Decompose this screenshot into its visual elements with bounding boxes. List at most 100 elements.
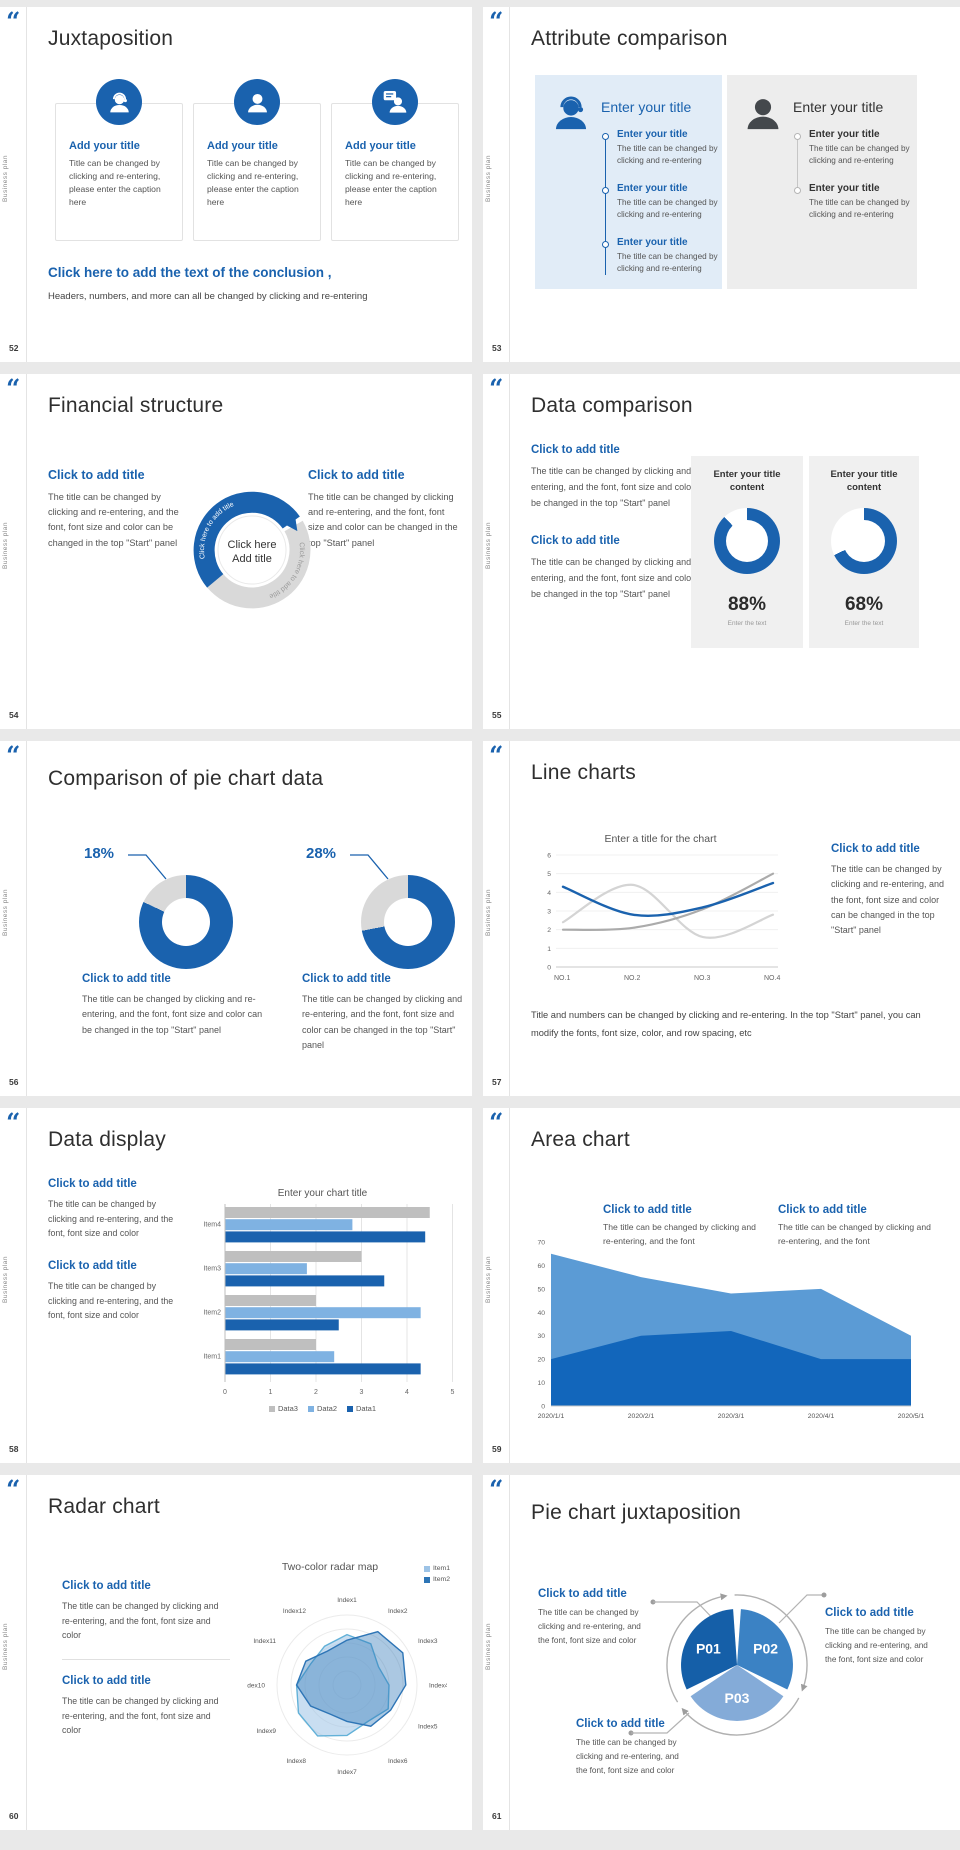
timeline-item: Enter your title The title can be change… xyxy=(809,129,911,168)
page-title: Data comparison xyxy=(531,394,693,417)
page-title: Attribute comparison xyxy=(531,27,728,50)
svg-text:2020/1/1: 2020/1/1 xyxy=(538,1413,565,1420)
quote-icon: “ xyxy=(6,741,21,770)
timeline-bullet xyxy=(794,187,801,194)
svg-text:4: 4 xyxy=(405,1389,409,1396)
text-section: Click to add title The title can be chan… xyxy=(48,1260,186,1323)
slide-56-thumbnail[interactable]: “ Business plan Comparison of pie chart … xyxy=(0,741,472,1096)
svg-text:NO.2: NO.2 xyxy=(624,975,640,982)
stat-card: Enter your title content 68% Enter the t… xyxy=(809,456,919,648)
slide-60-thumbnail[interactable]: “ Business plan Radar chart Click to add… xyxy=(0,1475,472,1830)
item-title: Enter your title xyxy=(617,183,688,194)
slide-61-thumbnail[interactable]: “ Business plan Pie chart juxtaposition … xyxy=(483,1475,960,1830)
bar-chart-title: Enter your chart title xyxy=(277,1188,368,1199)
conclusion-title: Click here to add the text of the conclu… xyxy=(48,265,332,280)
svg-text:50: 50 xyxy=(537,1286,545,1293)
slide-53-thumbnail[interactable]: “ Business plan Attribute comparison Ent… xyxy=(483,7,960,362)
line-chart-title: Enter a title for the chart xyxy=(604,833,717,845)
section-body: The title can be changed by clicking and… xyxy=(48,1281,174,1320)
svg-text:Item2: Item2 xyxy=(203,1310,221,1317)
slide-number: 56 xyxy=(9,1077,19,1087)
svg-text:6: 6 xyxy=(547,853,551,860)
callout: Click to add title The title can be chan… xyxy=(576,1718,688,1778)
section-body: The title can be changed by clicking and… xyxy=(62,1601,219,1640)
section-heading: Click to add title xyxy=(302,973,391,985)
section-body: The title can be changed by clicking and… xyxy=(778,1222,931,1246)
slide-58-thumbnail[interactable]: “ Business plan Data display Click to ad… xyxy=(0,1108,472,1463)
timeline-bullet xyxy=(602,133,609,140)
divider xyxy=(509,1475,510,1830)
svg-text:1: 1 xyxy=(547,946,551,953)
slide-number: 52 xyxy=(9,343,19,353)
svg-text:Item1: Item1 xyxy=(203,1354,221,1361)
slide-number: 60 xyxy=(9,1811,19,1821)
section-heading: Click to add title xyxy=(603,1204,692,1216)
slide-52-thumbnail[interactable]: “ Business plan Juxtaposition Add your t… xyxy=(0,7,472,362)
section-body: The title can be changed by clicking and… xyxy=(82,994,263,1035)
svg-text:Index11: Index11 xyxy=(253,1638,276,1645)
donut-chart-88 xyxy=(714,508,780,574)
slide-number: 55 xyxy=(492,710,502,720)
card-title: Add your title xyxy=(207,140,278,152)
person-icon xyxy=(234,79,280,125)
card-title: Add your title xyxy=(345,140,416,152)
sidebar-text: Business plan xyxy=(2,889,9,936)
section-body: The title can be changed by clicking and… xyxy=(308,492,458,548)
quote-icon: “ xyxy=(6,1475,21,1504)
divider xyxy=(26,1475,27,1830)
svg-text:Index8: Index8 xyxy=(286,1758,306,1765)
text-section: Click to add title The title can be chan… xyxy=(48,1178,186,1241)
slide-number: 53 xyxy=(492,343,502,353)
divider xyxy=(26,1108,27,1463)
slide-number: 61 xyxy=(492,1811,502,1821)
section-body: The title can be changed by clicking and… xyxy=(48,492,179,548)
sidebar-text: Business plan xyxy=(485,889,492,936)
svg-text:Index4: Index4 xyxy=(429,1683,447,1690)
cycle-center-label: Click here Add title xyxy=(228,539,277,565)
text-section: Click to add title The title can be chan… xyxy=(603,1204,758,1249)
slide-59-thumbnail[interactable]: “ Business plan Area chart Click to add … xyxy=(483,1108,960,1463)
callout-line xyxy=(128,854,167,880)
section-heading: Click to add title xyxy=(62,1580,151,1592)
timeline-line xyxy=(797,137,798,193)
svg-text:Index1: Index1 xyxy=(337,1597,357,1604)
svg-text:2020/2/1: 2020/2/1 xyxy=(628,1413,655,1420)
section-heading: Click to add title xyxy=(531,535,620,547)
svg-text:Item4: Item4 xyxy=(203,1222,221,1229)
svg-text:2020/5/1: 2020/5/1 xyxy=(898,1413,925,1420)
donut-chart-68 xyxy=(831,508,897,574)
svg-text:10: 10 xyxy=(537,1380,545,1387)
radar-chart: Index1 Index2 Index3 Index4 Index5 Index6 Inde… xyxy=(247,1597,447,1776)
svg-text:P01: P01 xyxy=(696,1641,721,1657)
slide-54-thumbnail[interactable]: “ Business plan Financial structure Clic… xyxy=(0,374,472,729)
section-body: The title can be changed by clicking and… xyxy=(531,557,712,599)
svg-text:Index7: Index7 xyxy=(337,1769,357,1776)
svg-text:70: 70 xyxy=(537,1240,545,1247)
divider xyxy=(26,7,27,362)
stat-caption: Enter the text xyxy=(727,620,767,627)
sidebar-text: Business plan xyxy=(2,522,9,569)
item-title: Enter your title xyxy=(809,129,880,140)
quote-icon: “ xyxy=(489,1108,504,1137)
svg-text:Index5: Index5 xyxy=(418,1724,438,1731)
svg-text:NO.3: NO.3 xyxy=(694,975,710,982)
page-title: Pie chart juxtaposition xyxy=(531,1501,742,1524)
timeline-item: Enter your title The title can be change… xyxy=(617,129,719,168)
quote-icon: “ xyxy=(6,7,21,36)
svg-text:Index3: Index3 xyxy=(418,1638,438,1645)
quote-icon: “ xyxy=(6,374,21,403)
svg-text:60: 60 xyxy=(537,1263,545,1270)
slide-57-thumbnail[interactable]: “ Business plan Line charts Enter a titl… xyxy=(483,741,960,1096)
slide-number: 54 xyxy=(9,710,19,720)
text-block-right: Click to add title The title can be chan… xyxy=(308,468,460,551)
item-body: The title can be changed by clicking and… xyxy=(809,198,910,220)
quote-icon: “ xyxy=(489,374,504,403)
timeline-bullet xyxy=(602,241,609,248)
quote-icon: “ xyxy=(489,7,504,36)
section-heading: Click to add title xyxy=(48,1260,137,1272)
panel-heading: Enter your title xyxy=(793,99,884,115)
person-headset-icon xyxy=(96,79,142,125)
svg-text:2: 2 xyxy=(547,927,551,934)
percent-value: 88% xyxy=(727,594,767,615)
slide-55-thumbnail[interactable]: “ Business plan Data comparison Click to… xyxy=(483,374,960,729)
